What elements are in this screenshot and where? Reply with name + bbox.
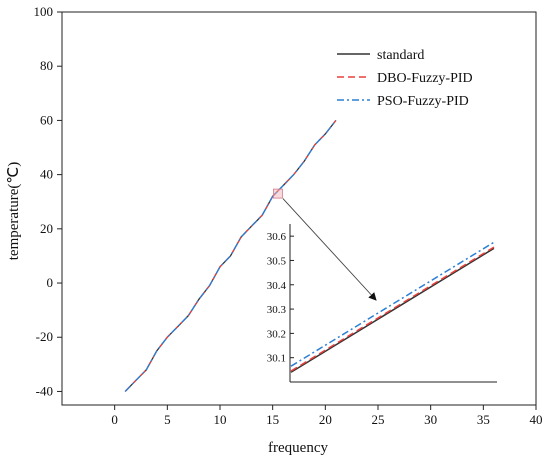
y-tick-label: 60 [40,112,53,127]
series-line-pso-fuzzy-pid [124,120,337,392]
zoom-region-marker [273,188,283,199]
y-axis-title: temperature(℃) [6,162,22,260]
tick-marks: 0 5 10 15 20 25 30 35 40 -40 -20 0 20 40 60 80 100 [34,4,543,427]
x-tick-label: 10 [214,412,227,427]
series-layer [124,120,337,392]
y-tick-label: -20 [36,329,53,344]
inset-y-tick-label: 30.6 [267,231,287,243]
x-tick-label: 35 [477,412,490,427]
x-tick-label: 30 [424,412,437,427]
zoom-arrow [282,198,377,301]
inset-y-tick-label: 30.1 [267,353,286,365]
x-tick-label: 25 [372,412,385,427]
inset-plot: 30.1 30.2 30.3 30.4 30.5 30.6 [267,188,497,383]
legend-label-dbo-fuzzy-pid: DBO-Fuzzy-PID [377,71,473,86]
inset-y-tick-label: 30.5 [267,255,287,267]
legend: standard DBO-Fuzzy-PID PSO-Fuzzy-PID [337,48,473,109]
inset-y-tick-label: 30.2 [267,328,286,340]
y-tick-label: 0 [47,275,54,290]
x-tick-label: 15 [266,412,279,427]
x-tick-label: 20 [319,412,332,427]
inset-line-dbo-fuzzy-pid [290,246,495,372]
x-tick-label: 5 [164,412,171,427]
inset-line-standard [290,247,495,373]
y-tick-label: -40 [36,383,53,398]
inset-y-tick-label: 30.3 [267,304,287,316]
y-tick-label: 80 [40,58,53,73]
x-tick-label: 0 [111,412,118,427]
y-tick-label: 40 [40,167,53,182]
x-tick-label: 40 [530,412,543,427]
inset-line-pso-fuzzy-pid [290,241,495,367]
y-tick-label: 100 [34,4,54,19]
inset-y-tick-label: 30.4 [267,280,287,292]
x-axis-title: frequency [268,440,328,456]
axes-frame [61,11,537,406]
legend-label-standard: standard [377,48,424,63]
y-tick-label: 20 [40,221,53,236]
legend-label-pso-fuzzy-pid: PSO-Fuzzy-PID [377,94,469,109]
plot-frame [61,11,537,406]
